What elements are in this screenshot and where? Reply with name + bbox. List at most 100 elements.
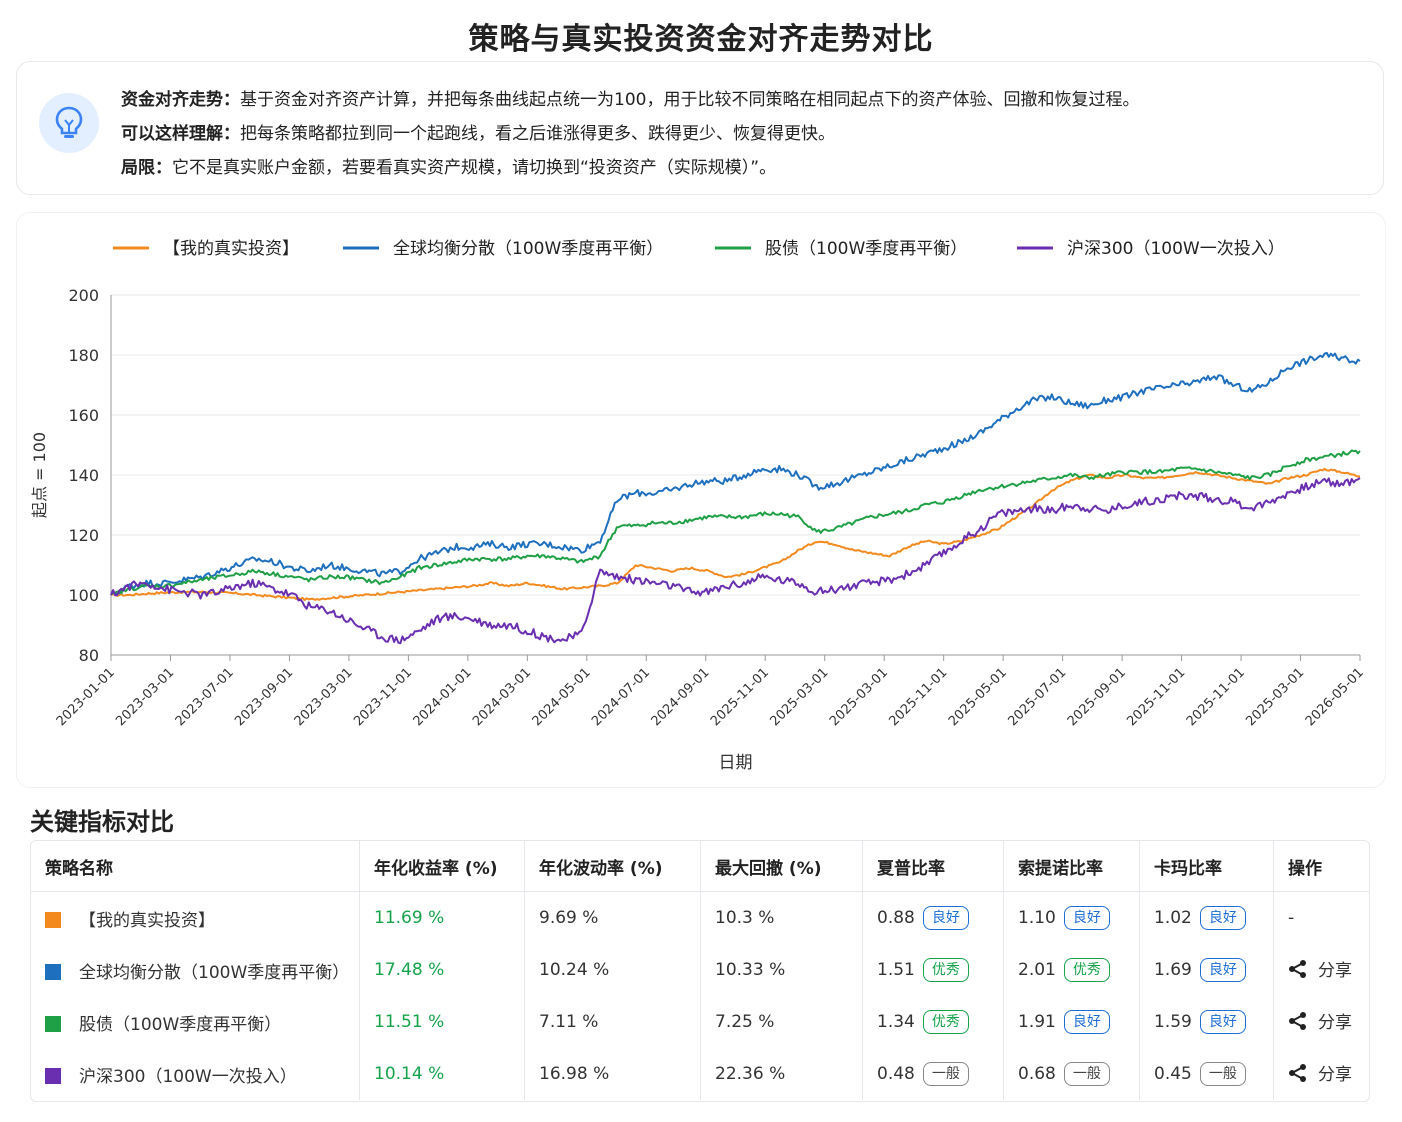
x-tick-label: 2025-11-01 xyxy=(886,665,950,729)
legend-item: 【我的真实投资】 xyxy=(163,239,299,259)
x-tick-label: 2025-03-01 xyxy=(827,665,891,729)
x-tick-label: 2024-09-01 xyxy=(649,665,713,729)
action-cell: - xyxy=(1274,892,1370,945)
sharpe-cell: 0.48 一般 xyxy=(862,1048,1004,1100)
y-tick-label: 180 xyxy=(68,346,99,365)
strategy-color-swatch xyxy=(45,1015,61,1032)
calmar-cell: 1.02 良好 xyxy=(1139,891,1274,944)
lightbulb-icon xyxy=(39,93,99,153)
calmar-cell: 0.45 一般 xyxy=(1139,1048,1274,1100)
sortino-rating-badge: 良好 xyxy=(1063,906,1110,930)
info-line-1: 资金对齐走势：基于资金对齐资产计算，并把每条曲线起点统一为100，用于比较不同策… xyxy=(121,85,1139,110)
max-drawdown: 10.33 % xyxy=(700,944,863,996)
strategy-color-swatch xyxy=(45,911,61,928)
info-text-2: 把每条策略都拉到同一个起跑线，看之后谁涨得更多、跌得更少、恢复得更快。 xyxy=(240,124,835,144)
strategy-name-cell: 沪深300（100W一次投入） xyxy=(31,1048,360,1100)
x-tick-label: 2025-07-01 xyxy=(1005,665,1069,729)
series-line-3 xyxy=(110,477,1361,645)
x-tick-label: 2025-05-01 xyxy=(946,665,1010,729)
legend-item: 全球均衡分散（100W季度再平衡） xyxy=(393,239,663,259)
col-header-drawdown: 最大回撤 (%) xyxy=(700,841,863,892)
series-line-1 xyxy=(110,351,1361,596)
strategy-name: 沪深300（100W一次投入） xyxy=(79,1066,297,1087)
metrics-section-title: 关键指标对比 xyxy=(30,808,174,836)
y-tick-label: 120 xyxy=(68,526,99,545)
page-title: 策略与真实投资资金对齐走势对比 xyxy=(468,22,934,57)
sortino-cell: 1.10 良好 xyxy=(1003,891,1140,944)
action-cell: 分享 xyxy=(1274,1048,1370,1100)
col-header-sortino: 索提诺比率 xyxy=(1003,841,1140,892)
legend-item: 股债（100W季度再平衡） xyxy=(765,239,967,259)
sortino-rating-badge: 良好 xyxy=(1063,1010,1110,1034)
share-label: 分享 xyxy=(1318,1013,1352,1034)
x-tick-label: 2025-03-01 xyxy=(1243,665,1307,729)
sharpe-rating-badge: 优秀 xyxy=(922,958,969,982)
info-line-3: 局限：它不是真实账户金额，若要看真实资产规模，请切换到“投资资产（实际规模）”。 xyxy=(121,153,776,178)
share-label: 分享 xyxy=(1318,1065,1352,1086)
sharpe-value: 0.48 xyxy=(877,1064,915,1084)
sortino-cell: 0.68 一般 xyxy=(1003,1048,1140,1100)
x-tick-label: 2023-11-01 xyxy=(351,665,415,729)
strategy-name-cell: 股债（100W季度再平衡） xyxy=(31,996,360,1048)
sharpe-cell: 1.51 优秀 xyxy=(862,944,1004,996)
info-label-2: 可以这样理解： xyxy=(121,124,240,144)
annual-volatility: 7.11 % xyxy=(524,996,701,1048)
info-line-2: 可以这样理解：把每条策略都拉到同一个起跑线，看之后谁涨得更多、跌得更少、恢复得更… xyxy=(121,119,835,144)
metrics-table: 策略名称 年化收益率 (%) 年化波动率 (%) 最大回撤 (%) 夏普比率 索… xyxy=(30,840,1370,1102)
sharpe-cell: 1.34 优秀 xyxy=(862,996,1004,1048)
col-header-return: 年化收益率 (%) xyxy=(359,841,525,892)
x-tick-label: 2023-09-01 xyxy=(232,665,296,729)
strategy-name: 【我的真实投资】 xyxy=(79,910,215,931)
y-tick-label: 140 xyxy=(68,466,99,485)
x-tick-label: 2023-03-01 xyxy=(113,665,177,729)
table-row: 沪深300（100W一次投入） 10.14 % 16.98 % 22.36 % 0.48… xyxy=(31,1048,1369,1100)
max-drawdown: 22.36 % xyxy=(700,1048,863,1100)
info-label-1: 资金对齐走势： xyxy=(121,90,240,110)
col-header-name: 策略名称 xyxy=(31,841,360,892)
table-row: 全球均衡分散（100W季度再平衡） 17.48 % 10.24 % 10.33 % 1.… xyxy=(31,944,1369,996)
table-header-row: 策略名称 年化收益率 (%) 年化波动率 (%) 最大回撤 (%) 夏普比率 索… xyxy=(31,841,1369,892)
calmar-rating-badge: 良好 xyxy=(1199,1010,1246,1034)
share-button[interactable]: 分享 xyxy=(1288,956,1352,981)
calmar-value: 0.45 xyxy=(1154,1064,1192,1084)
strategy-name-cell: 全球均衡分散（100W季度再平衡） xyxy=(31,944,360,996)
sortino-value: 1.91 xyxy=(1018,1012,1056,1032)
x-tick-label: 2025-03-01 xyxy=(768,665,832,729)
annual-volatility: 16.98 % xyxy=(524,1048,701,1100)
x-tick-label: 2025-09-01 xyxy=(1065,665,1129,729)
info-card: 资金对齐走势：基于资金对齐资产计算，并把每条曲线起点统一为100，用于比较不同策… xyxy=(16,61,1384,195)
info-label-3: 局限： xyxy=(121,158,172,178)
calmar-cell: 1.69 良好 xyxy=(1139,944,1274,996)
col-header-volatility: 年化波动率 (%) xyxy=(524,841,701,892)
calmar-value: 1.02 xyxy=(1154,908,1192,928)
sortino-rating-badge: 一般 xyxy=(1063,1062,1110,1086)
share-icon xyxy=(1289,1011,1306,1030)
table-row: 股债（100W季度再平衡） 11.51 % 7.11 % 7.25 % 1.34 优秀 1.… xyxy=(31,996,1369,1048)
col-header-sharpe: 夏普比率 xyxy=(862,841,1004,892)
max-drawdown: 7.25 % xyxy=(700,996,863,1048)
x-axis-title: 日期 xyxy=(719,753,753,773)
sortino-cell: 1.91 良好 xyxy=(1003,996,1140,1048)
share-button[interactable]: 分享 xyxy=(1288,1060,1352,1085)
action-none: - xyxy=(1288,908,1295,928)
col-header-action: 操作 xyxy=(1273,841,1369,892)
y-tick-label: 200 xyxy=(68,286,99,305)
x-tick-label: 2024-03-01 xyxy=(470,665,534,729)
x-tick-label: 2023-01-01 xyxy=(54,665,118,729)
x-tick-label: 2025-11-01 xyxy=(1184,665,1248,729)
share-button[interactable]: 分享 xyxy=(1288,1008,1352,1033)
strategy-color-swatch xyxy=(45,963,61,980)
action-cell: 分享 xyxy=(1274,996,1370,1048)
max-drawdown: 10.3 % xyxy=(700,891,863,944)
share-icon xyxy=(1289,1063,1306,1082)
x-tick-label: 2025-11-01 xyxy=(1124,665,1188,729)
calmar-rating-badge: 良好 xyxy=(1199,906,1246,930)
calmar-value: 1.59 xyxy=(1154,1012,1192,1032)
strategy-name: 股债（100W季度再平衡） xyxy=(79,1014,282,1035)
sharpe-value: 0.88 xyxy=(877,908,915,928)
action-cell: 分享 xyxy=(1274,944,1370,996)
col-header-calmar: 卡玛比率 xyxy=(1139,841,1274,892)
x-tick-label: 2023-03-01 xyxy=(292,665,356,729)
series-line-0 xyxy=(110,467,1360,601)
series-line-2 xyxy=(110,449,1361,596)
